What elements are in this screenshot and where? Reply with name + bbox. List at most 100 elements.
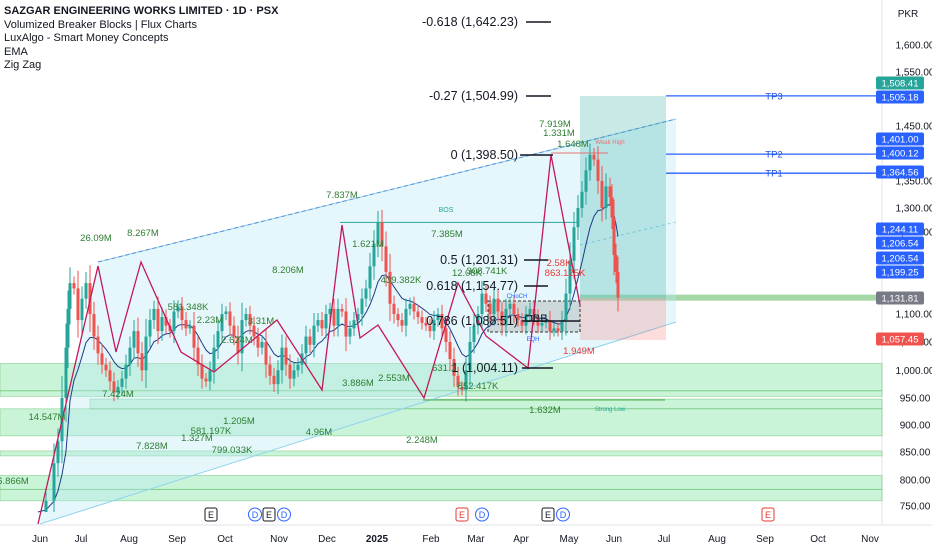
candle-body[interactable] bbox=[604, 186, 608, 208]
indicator-legend-0[interactable]: Volumized Breaker Blocks | Flux Charts bbox=[4, 18, 197, 31]
candle-body[interactable] bbox=[244, 314, 248, 321]
candle-body[interactable] bbox=[172, 311, 176, 332]
candle-body[interactable] bbox=[584, 170, 588, 192]
candle-body[interactable] bbox=[468, 342, 472, 371]
candle-body[interactable] bbox=[68, 283, 72, 309]
price-axis-tag[interactable] bbox=[876, 291, 924, 305]
candle-body[interactable] bbox=[396, 314, 400, 321]
candle-body[interactable] bbox=[76, 288, 80, 321]
candle-body[interactable] bbox=[232, 325, 236, 337]
candle-body[interactable] bbox=[196, 347, 200, 365]
candle-body[interactable] bbox=[176, 306, 180, 312]
candle-body[interactable] bbox=[520, 320, 524, 326]
candle-body[interactable] bbox=[460, 386, 464, 390]
candle-body[interactable] bbox=[512, 303, 516, 314]
candle-body[interactable] bbox=[548, 320, 552, 332]
candle-body[interactable] bbox=[440, 314, 444, 329]
price-axis-tag[interactable] bbox=[876, 146, 924, 160]
candle-body[interactable] bbox=[136, 331, 140, 354]
candle-body[interactable] bbox=[576, 208, 580, 228]
price-axis-tag[interactable] bbox=[876, 132, 924, 146]
channel-mid-line[interactable] bbox=[579, 221, 677, 246]
channel-lower-line[interactable] bbox=[39, 321, 677, 525]
candle-body[interactable] bbox=[208, 370, 212, 382]
candle-body[interactable] bbox=[480, 293, 484, 314]
candle-body[interactable] bbox=[608, 186, 612, 198]
price-axis-tag[interactable] bbox=[876, 222, 924, 236]
candle-body[interactable] bbox=[496, 298, 500, 312]
indicator-legend-3[interactable]: Zig Zag bbox=[4, 59, 42, 71]
candle-body[interactable] bbox=[360, 298, 364, 314]
candle-body[interactable] bbox=[388, 271, 392, 304]
candle-body[interactable] bbox=[80, 298, 84, 321]
candle-body[interactable] bbox=[108, 370, 112, 382]
candle-body[interactable] bbox=[104, 364, 108, 371]
price-axis-tag[interactable] bbox=[876, 332, 924, 346]
stop-box[interactable] bbox=[580, 298, 666, 340]
earnings-event-marker[interactable] bbox=[455, 507, 469, 522]
candle-body[interactable] bbox=[316, 320, 320, 326]
candle-body[interactable] bbox=[324, 314, 328, 329]
candle-body[interactable] bbox=[492, 298, 496, 314]
candle-body[interactable] bbox=[308, 336, 312, 345]
candle-body[interactable] bbox=[140, 353, 144, 371]
candle-body[interactable] bbox=[600, 181, 604, 208]
candle-body[interactable] bbox=[200, 364, 204, 379]
candle-body[interactable] bbox=[340, 308, 344, 312]
candle-body[interactable] bbox=[614, 255, 618, 272]
candle-body[interactable] bbox=[444, 328, 448, 342]
candle-body[interactable] bbox=[304, 336, 308, 354]
candle-body[interactable] bbox=[436, 314, 440, 321]
candle-body[interactable] bbox=[228, 311, 232, 326]
candle-body[interactable] bbox=[148, 320, 152, 337]
indicator-legend-1[interactable]: LuxAlgo - Smart Money Concepts bbox=[4, 32, 169, 44]
candle-body[interactable] bbox=[320, 320, 324, 329]
candle-body[interactable] bbox=[124, 364, 128, 379]
candle-body[interactable] bbox=[424, 322, 428, 326]
demand-zone[interactable] bbox=[89, 398, 883, 410]
candle-body[interactable] bbox=[44, 500, 48, 512]
candle-body[interactable] bbox=[596, 159, 600, 181]
candle-body[interactable] bbox=[264, 342, 268, 365]
candle-body[interactable] bbox=[72, 283, 76, 289]
channel-dashed-line[interactable] bbox=[97, 118, 677, 263]
candle-body[interactable] bbox=[296, 364, 300, 371]
plot-background[interactable] bbox=[0, 0, 882, 525]
candle-body[interactable] bbox=[332, 308, 336, 326]
candle-body[interactable] bbox=[516, 314, 520, 321]
demand-zone[interactable] bbox=[0, 450, 883, 457]
candle-body[interactable] bbox=[112, 381, 116, 393]
candle-body[interactable] bbox=[428, 325, 432, 332]
candle-body[interactable] bbox=[564, 293, 568, 321]
candle-body[interactable] bbox=[560, 320, 564, 332]
dividend-event-marker[interactable] bbox=[277, 507, 291, 522]
candle-body[interactable] bbox=[356, 314, 360, 321]
candle-body[interactable] bbox=[216, 331, 220, 348]
candle-body[interactable] bbox=[368, 266, 372, 289]
candle-body[interactable] bbox=[504, 308, 508, 326]
candle-body[interactable] bbox=[100, 353, 104, 365]
candle-body[interactable] bbox=[348, 328, 352, 337]
candle-body[interactable] bbox=[408, 303, 412, 309]
candle-body[interactable] bbox=[524, 314, 528, 326]
candle-body[interactable] bbox=[376, 222, 380, 244]
earnings-event-marker[interactable] bbox=[204, 507, 218, 522]
candle-body[interactable] bbox=[344, 311, 348, 337]
candle-body[interactable] bbox=[372, 243, 376, 267]
demand-zone[interactable] bbox=[0, 408, 883, 437]
candle-body[interactable] bbox=[120, 378, 124, 387]
candle-body[interactable] bbox=[452, 358, 456, 376]
breaker-block[interactable] bbox=[580, 294, 882, 301]
candle-body[interactable] bbox=[508, 303, 512, 309]
candle-body[interactable] bbox=[464, 370, 468, 390]
candle-body[interactable] bbox=[416, 311, 420, 318]
earnings-event-marker[interactable] bbox=[761, 507, 775, 522]
candle-body[interactable] bbox=[64, 347, 68, 398]
candle-body[interactable] bbox=[280, 347, 284, 371]
candle-body[interactable] bbox=[92, 314, 96, 337]
candle-body[interactable] bbox=[380, 222, 384, 247]
candle-body[interactable] bbox=[184, 320, 188, 329]
candle-body[interactable] bbox=[212, 347, 216, 371]
price-axis-tag[interactable] bbox=[876, 76, 924, 90]
